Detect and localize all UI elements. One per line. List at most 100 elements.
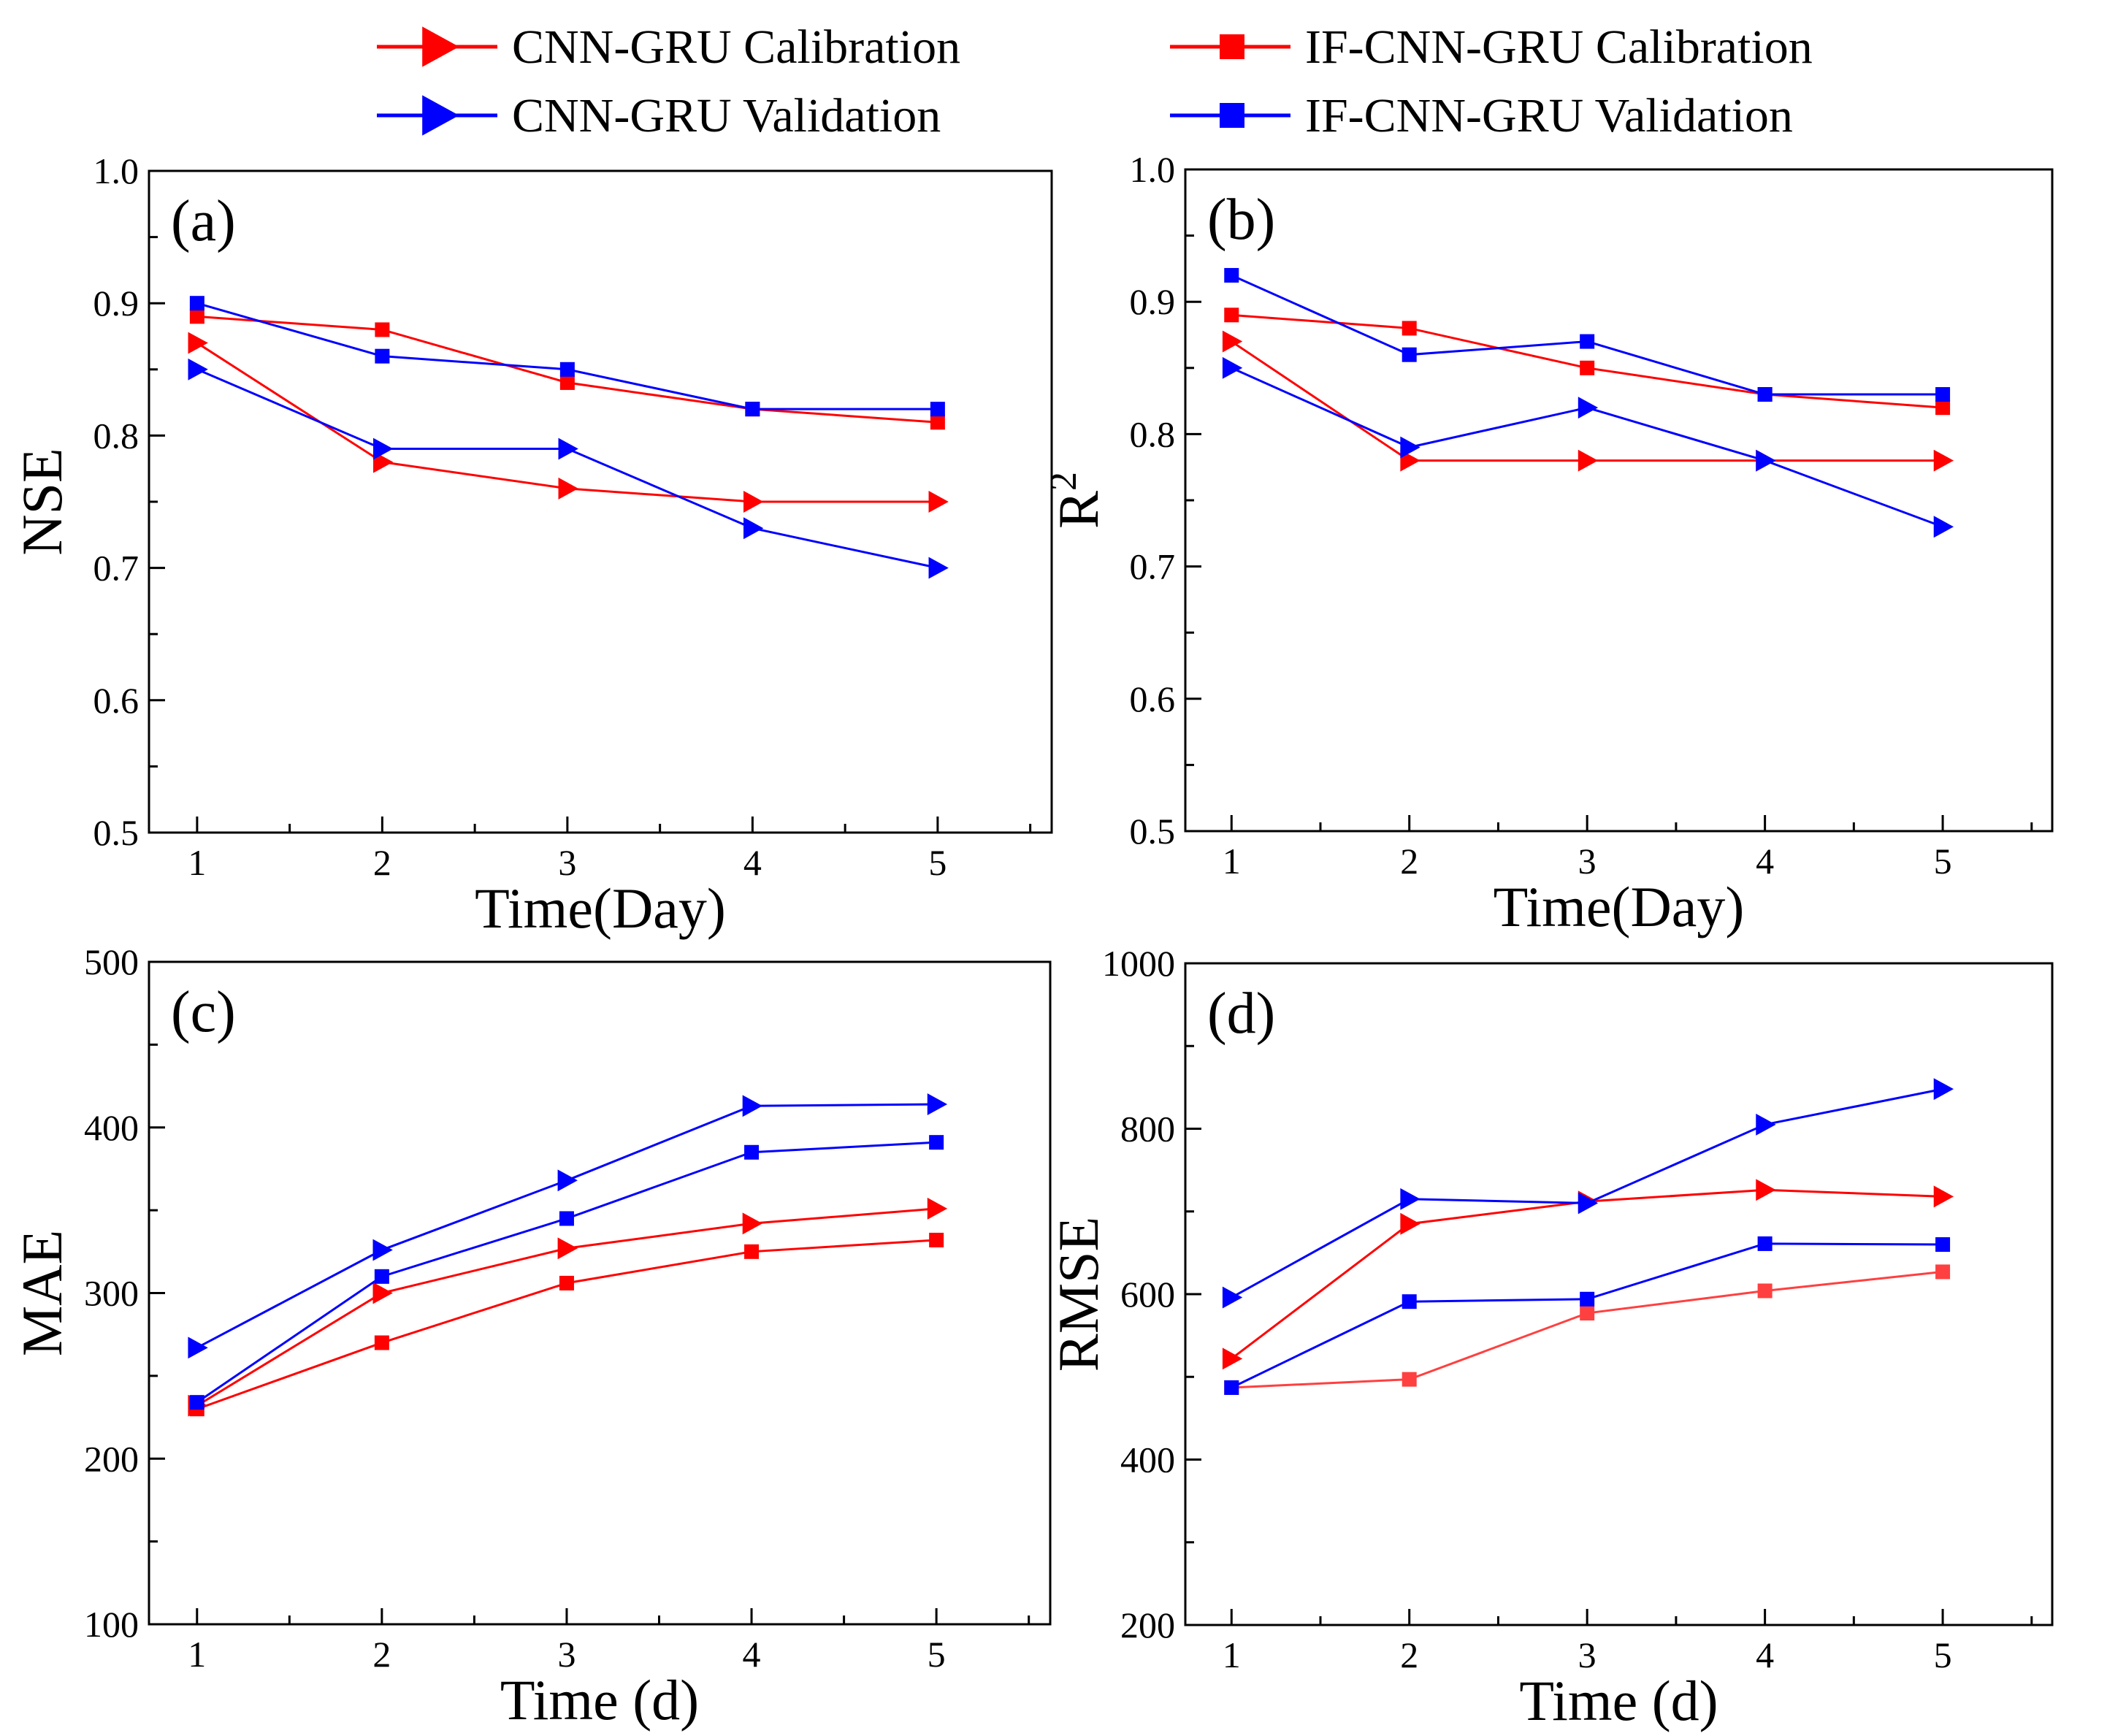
y-tick-label: 0.8 xyxy=(93,415,139,456)
x-tick-label: 2 xyxy=(1400,1634,1418,1675)
data-point-if_cal-x5 xyxy=(1935,1264,1951,1280)
y-tick-label: 0.7 xyxy=(1130,546,1176,587)
data-point-cnn_cal-x3 xyxy=(558,477,578,500)
legend-label: IF-CNN-GRU Validation xyxy=(1305,89,1793,142)
data-point-if_cal-x4 xyxy=(1757,1283,1773,1299)
series-line xyxy=(196,1207,937,1407)
series-cnn_val xyxy=(188,358,949,579)
data-point-if_val-x5 xyxy=(930,402,945,417)
y-tick-label: 800 xyxy=(1120,1109,1175,1150)
data-point-cnn_val-x1 xyxy=(188,358,208,381)
data-point-if_val-x3 xyxy=(1580,1291,1595,1307)
x-tick-label: 3 xyxy=(557,1634,575,1675)
plot-frame xyxy=(148,960,1052,1626)
x-tick-label: 3 xyxy=(1578,841,1596,882)
series-if_val xyxy=(1224,1236,1951,1395)
panel-label: (b) xyxy=(1207,188,1275,252)
data-point-cnn_cal-x5 xyxy=(1933,449,1954,472)
data-point-cnn_cal-x2 xyxy=(372,1282,393,1304)
data-point-if_val-x2 xyxy=(1402,347,1417,362)
data-point-cnn_val-x5 xyxy=(927,1093,948,1115)
data-point-if_val-x3 xyxy=(559,362,575,377)
panel-d: 200 400 600 800 1000 1 2 3 4 5 Time (d) RMSE (d) xyxy=(1047,943,2054,1732)
series-if_cal xyxy=(1224,1264,1951,1395)
data-point-cnn_val-x4 xyxy=(742,1095,763,1117)
data-point-cnn_cal-x1 xyxy=(1222,330,1243,353)
y-tick-label: 200 xyxy=(84,1438,139,1479)
x-tick-label: 1 xyxy=(1223,1634,1241,1675)
panel-label: (a) xyxy=(171,189,236,253)
series-line xyxy=(1231,1270,1943,1389)
series-if_val xyxy=(189,296,945,417)
legend-marker-triangle-right xyxy=(422,26,459,67)
series-if_val xyxy=(1224,267,1951,402)
y-tick-label: 0.9 xyxy=(1130,281,1176,322)
x-tick-label: 3 xyxy=(558,842,576,883)
series-line xyxy=(196,1239,937,1410)
data-point-cnn_val-x2 xyxy=(1400,1188,1420,1210)
series-line xyxy=(196,302,938,410)
x-tick-label: 5 xyxy=(928,842,947,883)
data-point-cnn_cal-x1 xyxy=(188,332,208,354)
y-tick-label: 1000 xyxy=(1102,943,1175,984)
x-axis-title: Time(Day) xyxy=(475,876,726,940)
data-point-cnn_val-x2 xyxy=(373,437,394,460)
x-tick-label: 2 xyxy=(372,1634,391,1675)
legend-entry-if_val: IF-CNN-GRU Validation xyxy=(1170,89,1793,142)
x-tick-label: 2 xyxy=(1400,841,1418,882)
y-tick-label: 1.0 xyxy=(1130,149,1176,190)
y-tick-label: 500 xyxy=(84,941,139,982)
data-point-cnn_cal-x2 xyxy=(1400,1212,1420,1235)
legend-label: CNN-GRU Validation xyxy=(512,89,941,142)
data-point-cnn_val-x2 xyxy=(1400,436,1420,459)
data-point-cnn_val-x3 xyxy=(558,437,578,460)
data-point-if_cal-x5 xyxy=(930,415,945,430)
x-tick-label: 5 xyxy=(928,1634,946,1675)
x-tick-label: 1 xyxy=(188,842,206,883)
x-tick-label: 4 xyxy=(1756,841,1774,882)
data-point-if_val-x4 xyxy=(745,402,760,417)
data-point-cnn_val-x5 xyxy=(1933,516,1954,538)
series-cnn_val xyxy=(188,1093,948,1359)
y-tick-label: 100 xyxy=(84,1604,139,1645)
data-point-if_val-x4 xyxy=(1757,1236,1773,1251)
data-point-if_cal-x3 xyxy=(559,1275,574,1290)
data-point-if_cal-x1 xyxy=(1224,307,1239,323)
data-point-cnn_cal-x1 xyxy=(1222,1347,1243,1370)
data-point-if_val-x4 xyxy=(744,1144,760,1160)
data-point-if_cal-x4 xyxy=(744,1244,760,1259)
series-if_cal xyxy=(189,1232,944,1417)
x-axis-title: Time (d) xyxy=(1519,1669,1718,1732)
panels: 0.50.60.70.80.91.01 2 3 4 5Time(Day)NSE(a)0.… xyxy=(10,149,2054,1732)
y-tick-label: 300 xyxy=(84,1273,139,1314)
y-axis-title: RMSE xyxy=(1047,1217,1110,1372)
data-point-if_cal-x3 xyxy=(1580,1306,1595,1321)
data-point-if_cal-x2 xyxy=(375,322,390,337)
panel-c: 100 200 300 400 500 1 2 3 4 5 Time (d) MAE (c) xyxy=(10,941,1052,1732)
series-line xyxy=(1231,1188,1943,1360)
x-tick-label: 4 xyxy=(743,1634,761,1675)
panel-a: 0.5 0.6 0.7 0.8 0.9 1.0 1 2 3 4 5 Time(Day) NSE (a) xyxy=(10,150,1053,940)
data-point-if_val-x1 xyxy=(1224,267,1239,283)
data-point-if_val-x4 xyxy=(1757,387,1773,402)
y-tick-label: 0.8 xyxy=(1130,413,1176,454)
series-if_cal xyxy=(1224,307,1951,416)
data-point-if_val-x1 xyxy=(1224,1380,1239,1395)
y-axis-title: MAE xyxy=(10,1230,74,1356)
data-point-if_cal-x2 xyxy=(374,1335,389,1350)
data-point-cnn_val-x4 xyxy=(1756,1113,1776,1136)
x-tick-label: 5 xyxy=(1934,1634,1952,1675)
x-axis-title: Time(Day) xyxy=(1494,875,1745,938)
data-point-if_val-x2 xyxy=(374,1269,389,1284)
series-cnn_val xyxy=(1222,356,1954,538)
data-point-cnn_val-x4 xyxy=(743,517,764,540)
data-point-cnn_cal-x5 xyxy=(927,1197,948,1220)
data-point-if_val-x1 xyxy=(189,1395,204,1410)
data-point-if_cal-x3 xyxy=(559,375,575,390)
data-point-cnn_val-x5 xyxy=(928,557,949,579)
legend-label: IF-CNN-GRU Calibration xyxy=(1305,20,1813,74)
plot-frame xyxy=(1184,168,2054,833)
legend-entry-cnn_cal: CNN-GRU Calibration xyxy=(377,20,960,74)
data-point-if_val-x3 xyxy=(559,1211,574,1226)
